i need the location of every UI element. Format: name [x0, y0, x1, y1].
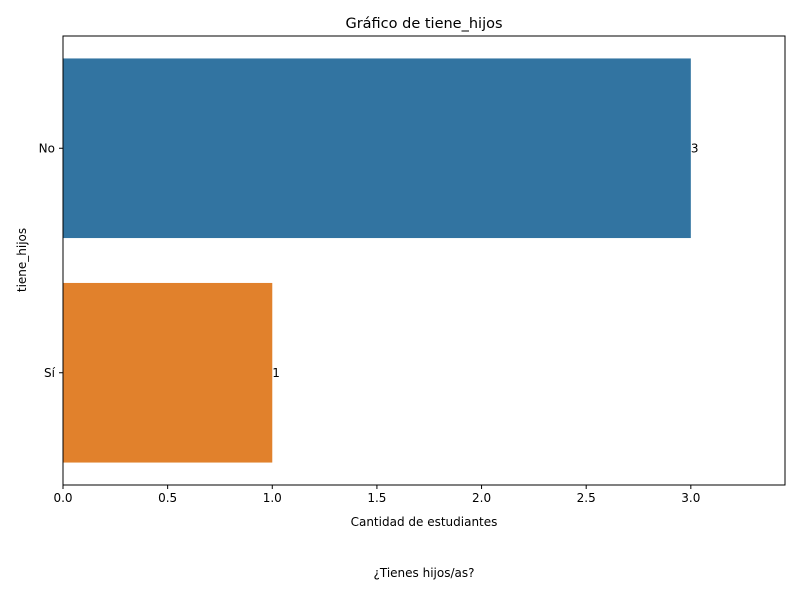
x-tick-label: 1.5 — [367, 491, 386, 505]
y-axis-ticks: No Sí — [39, 141, 63, 380]
x-tick-label: 1.0 — [263, 491, 282, 505]
data-label-2: 1 — [272, 366, 280, 380]
figure-caption: ¿Tienes hijos/as? — [373, 566, 475, 580]
chart-title: Gráfico de tiene_hijos — [345, 16, 502, 32]
x-axis-label: Cantidad de estudiantes — [351, 515, 498, 529]
bar-2 — [63, 282, 273, 463]
y-tick-label: Sí — [44, 366, 56, 380]
x-tick-label: 0.0 — [53, 491, 72, 505]
x-tick-label: 2.5 — [577, 491, 596, 505]
y-tick-label: No — [39, 141, 55, 155]
plot-frame — [62, 35, 786, 486]
bars-group: 31 — [63, 58, 699, 463]
data-label-1: 3 — [691, 141, 699, 155]
x-axis-ticks: 0.0 0.5 1.0 1.5 2.0 2.5 3.0 — [53, 485, 700, 505]
x-tick-label: 0.5 — [158, 491, 177, 505]
bar-1 — [63, 58, 691, 239]
y-axis-label: tiene_hijos — [15, 228, 29, 292]
x-tick-label: 3.0 — [681, 491, 700, 505]
x-tick-label: 2.0 — [472, 491, 491, 505]
